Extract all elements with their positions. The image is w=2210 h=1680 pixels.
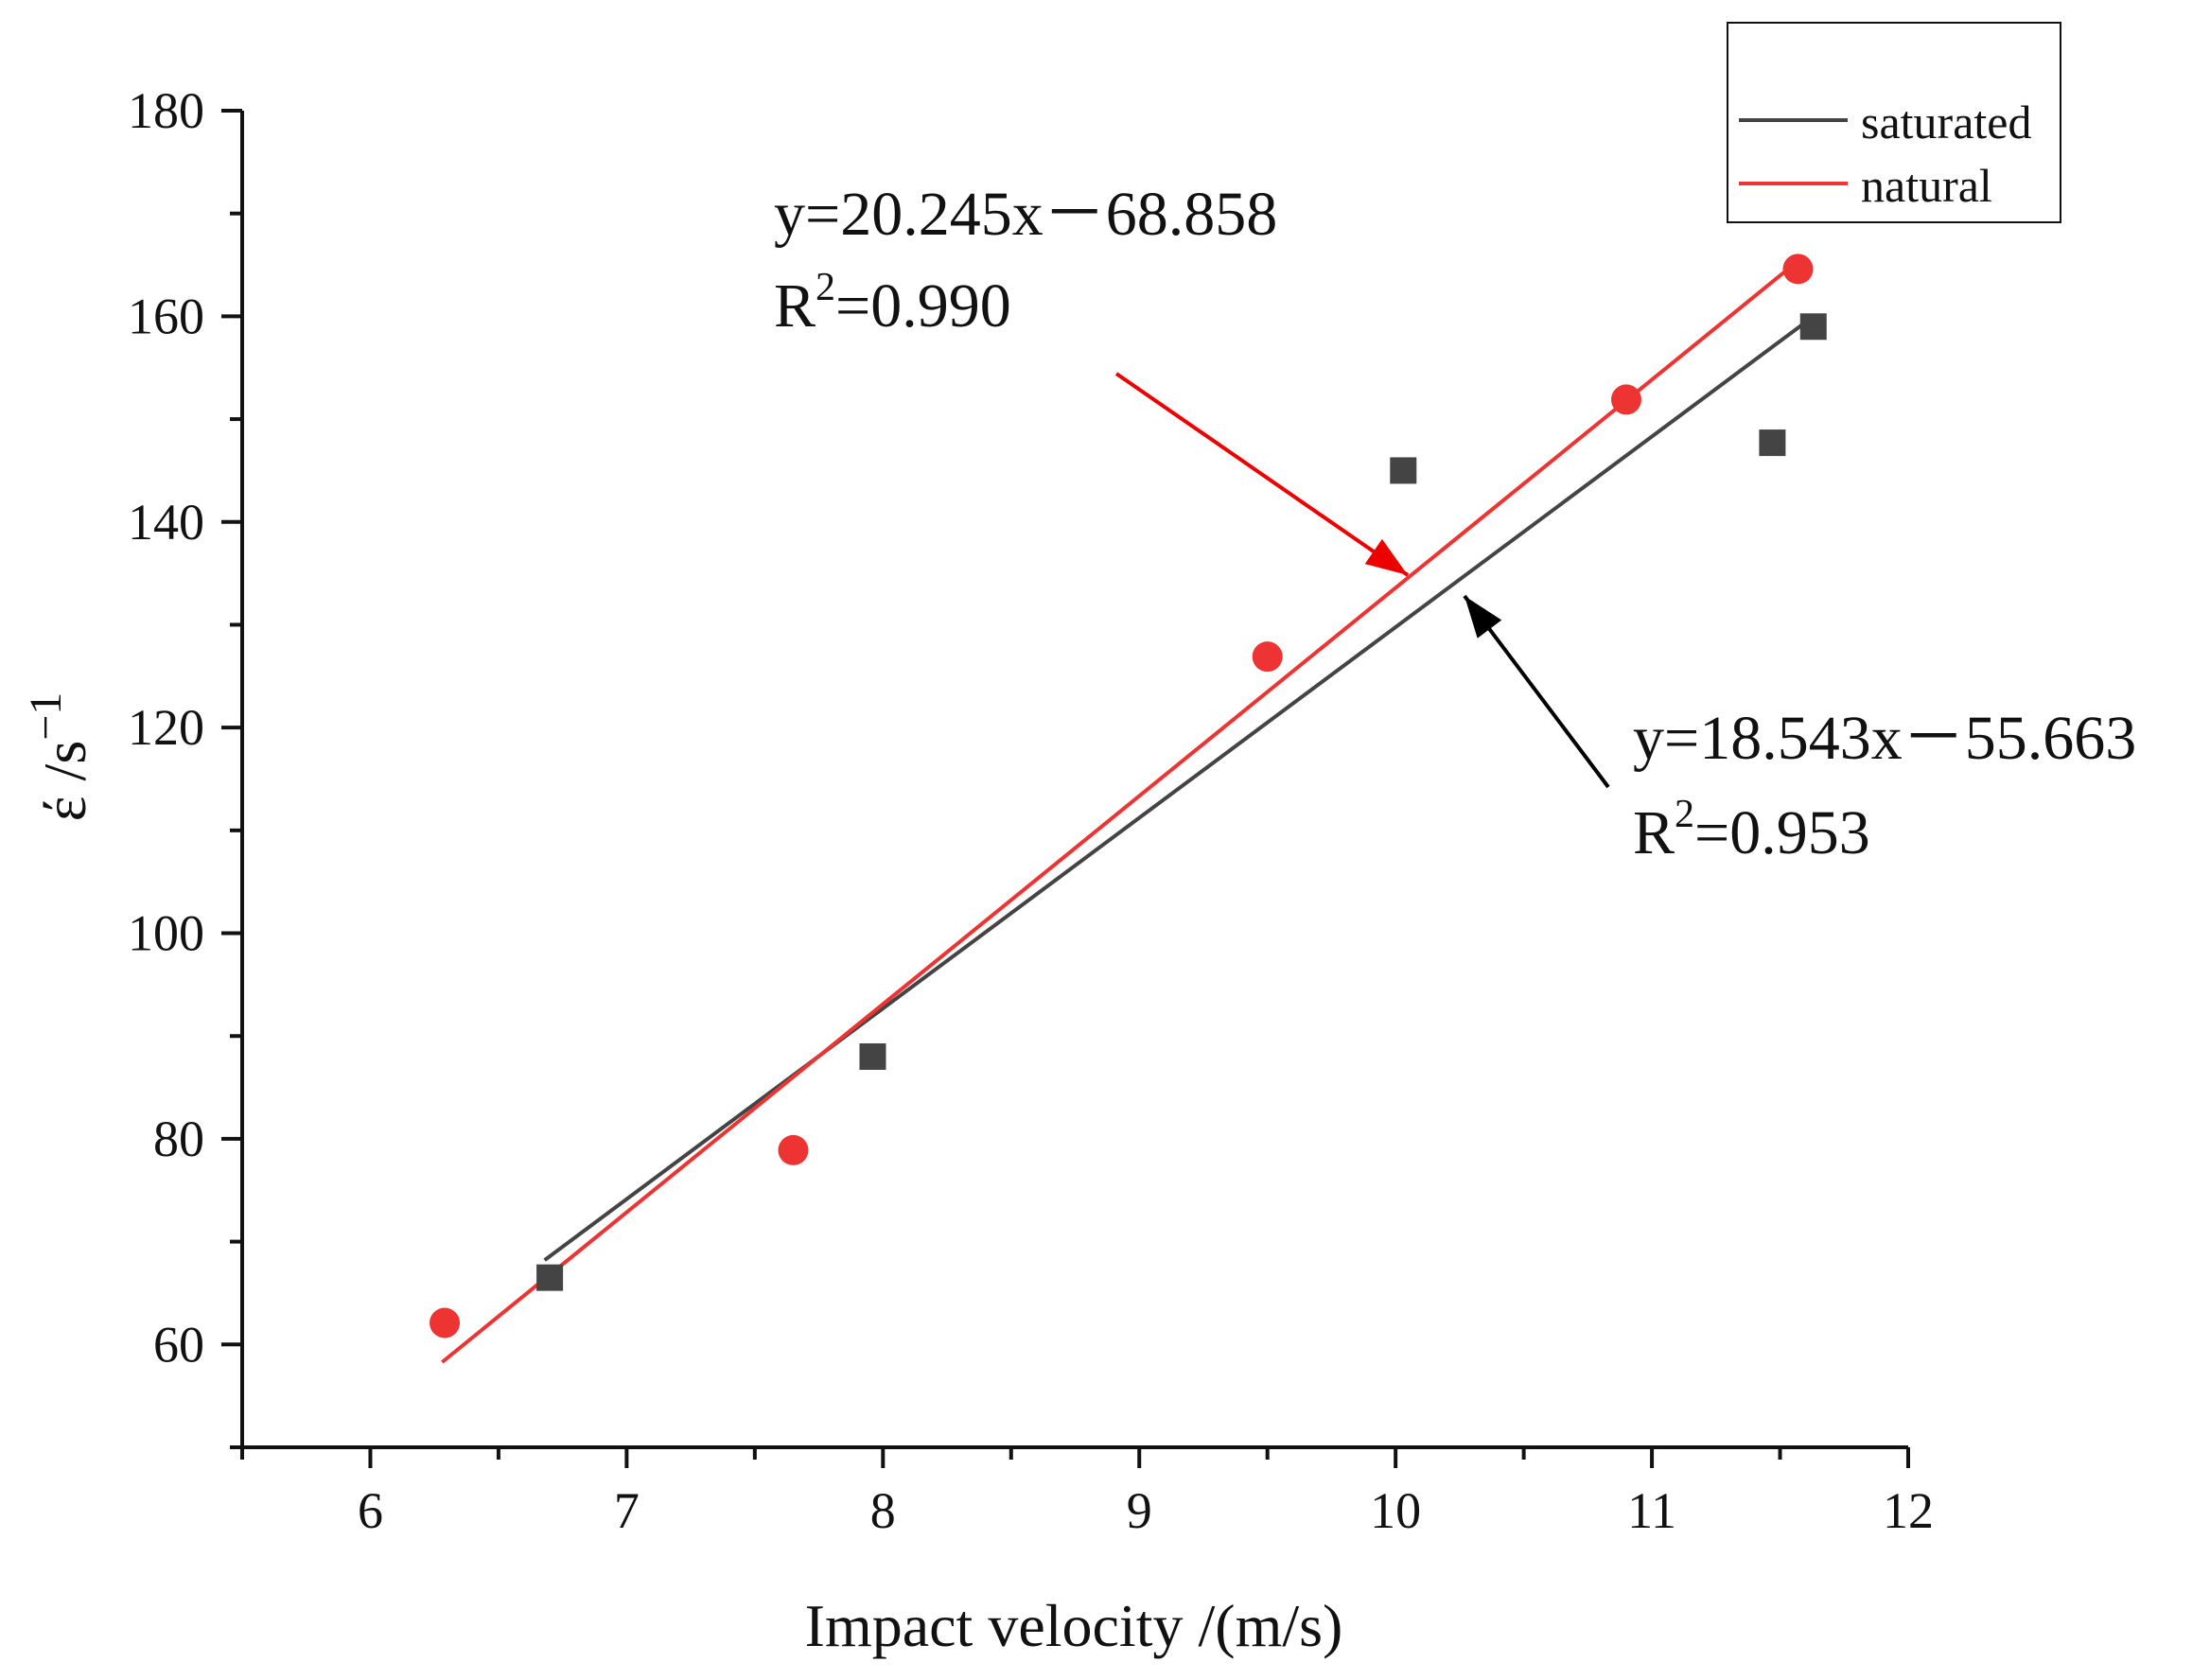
- data-markers: [430, 254, 1827, 1339]
- fit-line-saturated: [543, 320, 1807, 1262]
- point-saturated: [859, 1042, 886, 1070]
- x-tick-label: 6: [358, 1482, 383, 1539]
- x-tick-label: 9: [1127, 1482, 1152, 1539]
- x-tick-label: 8: [870, 1482, 896, 1539]
- legend-box: [1727, 22, 2061, 223]
- y-axis-ticks: 60 80 100 120 140 160 180: [128, 82, 242, 1449]
- fit-line-natural: [441, 263, 1795, 1364]
- x-tick-label: 7: [614, 1482, 640, 1539]
- y-tick-label: 140: [128, 494, 204, 551]
- annotation-arrows: [1114, 372, 1610, 789]
- r-squared-saturated-value: =0.953: [1694, 798, 1870, 867]
- annotation-saturated: y=18.543x－55.663 R2=0.953: [1633, 704, 2136, 867]
- r-squared-natural-value: =0.990: [835, 271, 1011, 341]
- x-tick-label: 11: [1627, 1482, 1676, 1539]
- point-natural: [1252, 641, 1283, 673]
- y-tick-label: 120: [128, 699, 204, 756]
- y-tick-label: 80: [153, 1111, 204, 1167]
- r-squared-natural-prefix: R: [774, 271, 816, 341]
- x-axis-ticks: 6 7 8 9 10 11 12: [240, 1447, 1934, 1539]
- legend-label-saturated: saturated: [1861, 96, 2031, 149]
- x-tick-label: 12: [1883, 1482, 1934, 1539]
- r-squared-saturated: R2=0.953: [1633, 793, 1870, 867]
- point-natural: [778, 1134, 809, 1165]
- y-tick-label: 180: [128, 82, 204, 139]
- point-saturated: [1759, 429, 1786, 457]
- r-squared-natural: R2=0.990: [774, 266, 1011, 341]
- point-natural: [430, 1307, 461, 1339]
- point-saturated: [536, 1264, 564, 1291]
- legend: saturated natural: [1727, 22, 2061, 223]
- arrow-saturated-head: [1465, 596, 1502, 639]
- y-tick-label: 160: [128, 288, 204, 344]
- fit-lines: [441, 263, 1807, 1364]
- y-axis-title-main: έ /s: [31, 741, 98, 822]
- annotation-natural: y=20.245x－68.858 R2=0.990: [774, 180, 1277, 341]
- y-axis-title-superscript: −1: [21, 692, 71, 741]
- y-tick-label: 100: [128, 905, 204, 962]
- equation-natural: y=20.245x－68.858: [774, 180, 1277, 249]
- y-tick-label: 60: [153, 1316, 204, 1373]
- r-squared-saturated-prefix: R: [1633, 798, 1675, 867]
- equation-saturated: y=18.543x－55.663: [1633, 704, 2136, 773]
- point-saturated: [1390, 457, 1417, 484]
- point-saturated: [1799, 313, 1827, 341]
- x-axis-title: Impact velocity /(m/s): [805, 1592, 1343, 1659]
- arrow-natural-shaft: [1114, 372, 1410, 577]
- legend-label-natural: natural: [1861, 159, 1992, 212]
- r-squared-natural-sup: 2: [816, 266, 835, 309]
- r-squared-saturated-sup: 2: [1675, 793, 1694, 836]
- arrow-natural-head: [1364, 538, 1408, 575]
- x-tick-label: 10: [1370, 1482, 1421, 1539]
- y-axis-title: έ /s−1: [21, 692, 98, 822]
- point-natural: [1610, 384, 1641, 415]
- point-natural: [1782, 254, 1814, 285]
